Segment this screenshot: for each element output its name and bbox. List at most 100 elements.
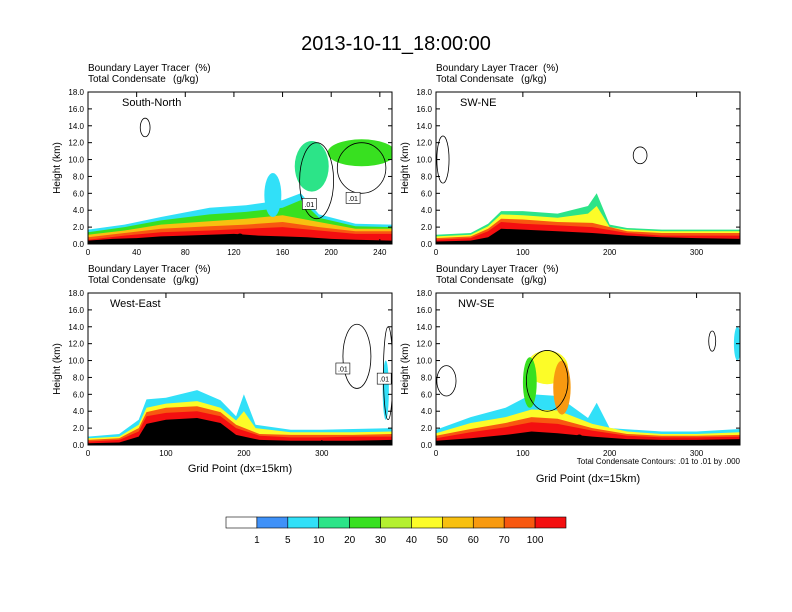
panel-sw-ne: Boundary Layer Tracer (%) Total Condensa…	[400, 63, 741, 257]
condensate-contour-1	[632, 146, 648, 165]
colorbar-label: 100	[527, 535, 544, 546]
y-tick-label: 10.0	[416, 357, 432, 366]
y-tick-label: 8.0	[73, 373, 85, 382]
colorbar-label: 40	[406, 535, 418, 546]
y-tick-label: 14.0	[416, 122, 432, 131]
y-tick-label: 0.0	[73, 240, 85, 249]
y-tick-label: 12.0	[416, 340, 432, 349]
figure-title: 2013-10-11_18:00:00	[301, 33, 491, 55]
y-tick-label: 2.0	[73, 223, 85, 232]
plot-area	[436, 135, 740, 244]
x-axis: 0 100 200 300	[86, 293, 329, 458]
field-units: (%)	[195, 264, 211, 275]
y-tick-label: 0.0	[421, 441, 433, 450]
tracer-plume-2	[294, 141, 329, 192]
y-tick-label: 4.0	[421, 407, 433, 416]
x-tick-label: 200	[603, 449, 617, 458]
colorbar-swatch	[503, 516, 536, 529]
y-tick-label: 10.0	[68, 357, 84, 366]
y-tick-label: 6.0	[421, 390, 433, 399]
x-tick-label: 0	[434, 248, 439, 257]
y-tick-label: 4.0	[73, 206, 85, 215]
x-tick-label: 300	[315, 449, 329, 458]
colorbar-swatch	[349, 516, 381, 529]
condensate-contour-1	[336, 142, 387, 194]
y-tick-label: 16.0	[68, 105, 84, 114]
y-axis-label: Height (km)	[400, 142, 411, 194]
x-tick-label: 0	[434, 449, 439, 458]
contour-label-box	[345, 192, 361, 204]
contour-label-box	[302, 198, 317, 210]
y-tick-label: 6.0	[73, 390, 85, 399]
condensate-contour-1	[436, 365, 457, 397]
x-axis: 0 40 80 120 160 200 240	[86, 92, 387, 257]
colorbar-swatch	[256, 516, 289, 529]
panel-label: West-East	[110, 298, 161, 310]
tracer-plume-1	[327, 139, 392, 167]
panel-label: South-North	[122, 97, 181, 109]
plot-area	[436, 326, 740, 445]
contour-units: (g/kg)	[173, 74, 199, 85]
tracer-plume-1	[553, 360, 571, 415]
colorbar-swatch	[411, 516, 443, 529]
plot-frame	[435, 292, 741, 446]
y-axis: 0.0 2.0 4.0 6.0 8.0 10.0 12.0 14.0 16.0 18.0	[416, 289, 740, 450]
plot-area	[88, 323, 392, 445]
y-tick-label: 10.0	[68, 156, 84, 165]
terrain	[436, 431, 740, 445]
y-axis: 0.0 2.0 4.0 6.0 8.0 10.0 12.0 14.0 16.0 18.0	[416, 88, 740, 249]
colorbar-swatch	[380, 516, 412, 529]
panel-south-north: Boundary Layer Tracer (%) Total Condensa…	[52, 63, 393, 257]
condensate-contour-2	[139, 117, 151, 138]
field-units: (%)	[195, 63, 211, 74]
x-tick-label: 240	[373, 248, 387, 257]
y-tick-label: 18.0	[68, 88, 84, 97]
field-label: Boundary Layer Tracer	[436, 264, 538, 275]
x-tick-label: 300	[690, 449, 704, 458]
x-tick-label: 100	[516, 449, 530, 458]
y-tick-label: 2.0	[421, 424, 433, 433]
condensate-contour-0	[299, 142, 335, 220]
panel-west-east: Boundary Layer Tracer (%) Total Condensa…	[52, 264, 393, 475]
x-tick-label: 0	[86, 248, 91, 257]
plot-frame	[87, 91, 393, 245]
y-tick-label: 18.0	[68, 289, 84, 298]
location-marker	[587, 233, 595, 241]
y-tick-label: 8.0	[73, 172, 85, 181]
y-axis-label: Height (km)	[52, 343, 63, 395]
contour-labels: .01 .01	[335, 362, 392, 385]
contour-label: Total Condensate	[88, 275, 166, 286]
y-tick-label: 8.0	[421, 172, 433, 181]
colorbar: 1 5 10 20 30 40 50 60 70 100	[225, 516, 567, 546]
y-tick-label: 0.0	[73, 441, 85, 450]
x-tick-label: 100	[516, 248, 530, 257]
condensate-contour-0	[342, 323, 372, 389]
contour-label-text: .01	[338, 367, 348, 374]
colorbar-label: 5	[285, 535, 291, 546]
colorbar-swatch	[534, 516, 567, 529]
contour-label-text: .01	[379, 377, 389, 384]
x-tick-label: 80	[181, 248, 190, 257]
x-tick-label: 160	[276, 248, 290, 257]
y-tick-label: 0.0	[421, 240, 433, 249]
y-tick-label: 16.0	[68, 306, 84, 315]
colorbar-label: 10	[313, 535, 325, 546]
y-tick-label: 8.0	[421, 373, 433, 382]
tracer-plume-0	[264, 173, 282, 218]
x-tick-label: 300	[690, 248, 704, 257]
colorbar-label: 30	[375, 535, 387, 546]
field-label: Boundary Layer Tracer	[436, 63, 538, 74]
colorbar-swatch	[225, 516, 258, 529]
x-tick-label: 200	[325, 248, 339, 257]
contour-label-text: .01	[348, 196, 358, 203]
y-axis: 0.0 2.0 4.0 6.0 8.0 10.0 12.0 14.0 16.0 18.0	[68, 88, 392, 249]
contour-label-text: .01	[304, 202, 314, 209]
y-tick-label: 14.0	[68, 323, 84, 332]
panel-nw-se: Boundary Layer Tracer (%) Total Condensa…	[400, 264, 741, 485]
y-tick-label: 18.0	[416, 289, 432, 298]
y-tick-label: 10.0	[416, 156, 432, 165]
colorbar-swatch	[472, 516, 505, 529]
field-label: Boundary Layer Tracer	[88, 63, 190, 74]
field-units: (%)	[543, 264, 559, 275]
